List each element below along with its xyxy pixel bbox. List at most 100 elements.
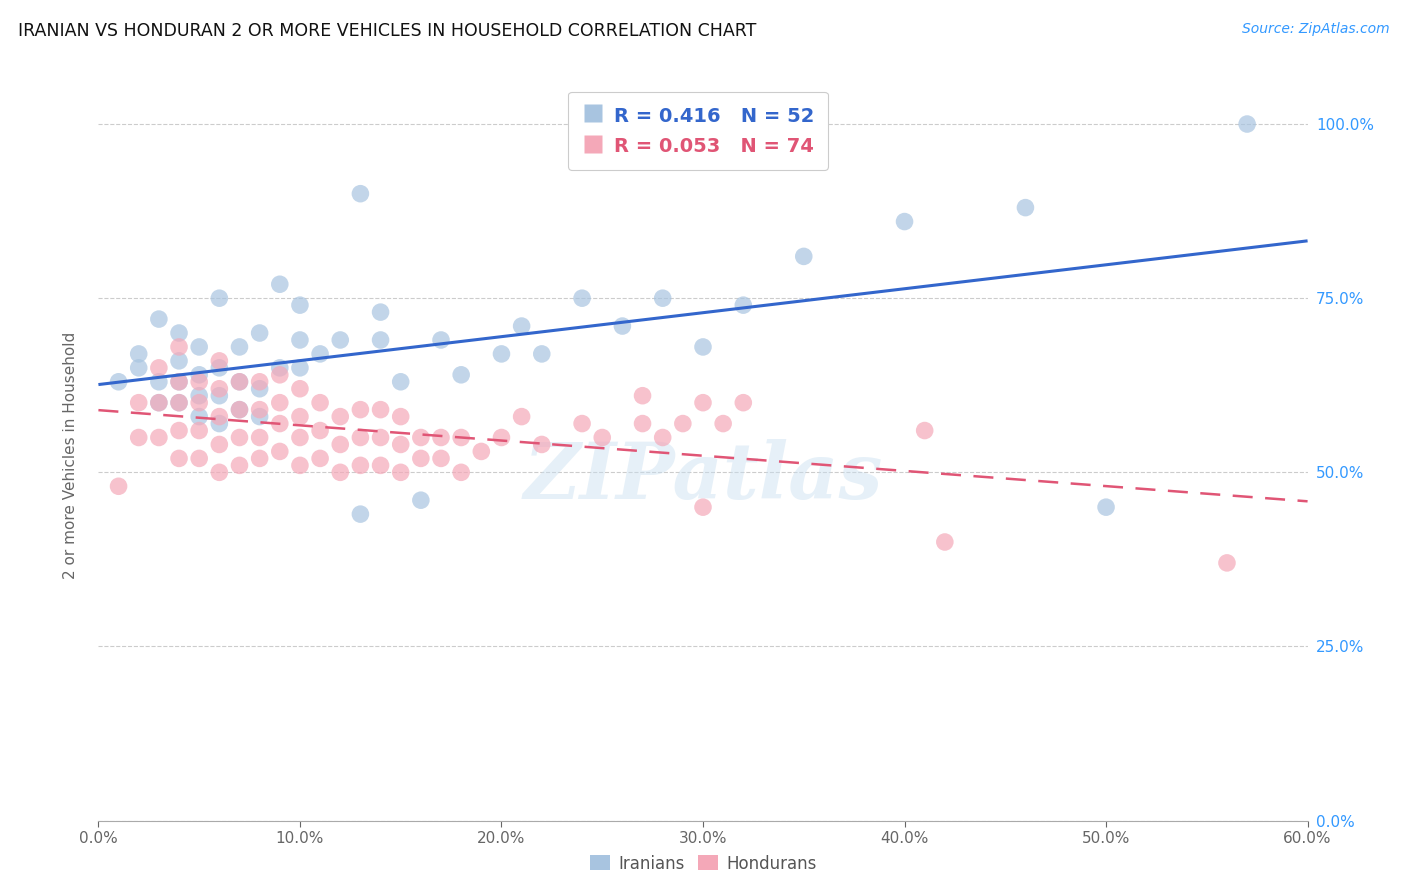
Point	[148, 430, 170, 444]
Point	[249, 409, 271, 424]
Point	[148, 395, 170, 409]
Point	[249, 451, 271, 466]
Point	[491, 430, 513, 444]
Point	[309, 347, 332, 361]
Point	[409, 430, 432, 444]
Point	[349, 430, 371, 444]
Point	[309, 395, 332, 409]
Point	[370, 305, 392, 319]
Point	[208, 382, 231, 396]
Point	[288, 298, 311, 312]
Point	[934, 535, 956, 549]
Point	[167, 395, 190, 409]
Point	[733, 395, 755, 409]
Point	[269, 444, 291, 458]
Point	[1014, 201, 1036, 215]
Point	[188, 424, 211, 438]
Point	[370, 333, 392, 347]
Point	[651, 291, 673, 305]
Point	[370, 402, 392, 417]
Point	[228, 402, 250, 417]
Point	[188, 340, 211, 354]
Point	[389, 409, 412, 424]
Point	[128, 430, 150, 444]
Point	[228, 375, 250, 389]
Point	[450, 430, 472, 444]
Point	[249, 382, 271, 396]
Point	[711, 417, 734, 431]
Point	[631, 389, 654, 403]
Point	[269, 368, 291, 382]
Point	[228, 458, 250, 473]
Point	[733, 298, 755, 312]
Point	[409, 451, 432, 466]
Point	[470, 444, 492, 458]
Point	[612, 319, 634, 334]
Point	[692, 340, 714, 354]
Point	[591, 430, 613, 444]
Point	[228, 402, 250, 417]
Point	[692, 500, 714, 515]
Point	[349, 507, 371, 521]
Point	[228, 375, 250, 389]
Point	[288, 360, 311, 375]
Point	[329, 437, 352, 451]
Point	[349, 186, 371, 201]
Point	[188, 368, 211, 382]
Point	[269, 395, 291, 409]
Point	[651, 430, 673, 444]
Point	[793, 249, 815, 263]
Point	[148, 360, 170, 375]
Point	[1216, 556, 1239, 570]
Point	[430, 333, 453, 347]
Point	[167, 395, 190, 409]
Point	[208, 354, 231, 368]
Point	[148, 375, 170, 389]
Point	[631, 417, 654, 431]
Point	[309, 451, 332, 466]
Point	[530, 437, 553, 451]
Point	[188, 409, 211, 424]
Text: IRANIAN VS HONDURAN 2 OR MORE VEHICLES IN HOUSEHOLD CORRELATION CHART: IRANIAN VS HONDURAN 2 OR MORE VEHICLES I…	[18, 22, 756, 40]
Point	[1236, 117, 1258, 131]
Point	[188, 395, 211, 409]
Point	[128, 360, 150, 375]
Point	[914, 424, 936, 438]
Point	[208, 417, 231, 431]
Point	[249, 402, 271, 417]
Point	[370, 458, 392, 473]
Point	[188, 389, 211, 403]
Point	[288, 409, 311, 424]
Point	[128, 347, 150, 361]
Legend: Iranians, Hondurans: Iranians, Hondurans	[583, 848, 823, 880]
Point	[228, 340, 250, 354]
Point	[510, 319, 533, 334]
Point	[288, 458, 311, 473]
Point	[249, 326, 271, 340]
Point	[208, 389, 231, 403]
Text: Source: ZipAtlas.com: Source: ZipAtlas.com	[1241, 22, 1389, 37]
Point	[450, 466, 472, 480]
Point	[571, 291, 593, 305]
Text: ZIPatlas: ZIPatlas	[523, 439, 883, 515]
Point	[269, 417, 291, 431]
Point	[510, 409, 533, 424]
Point	[329, 466, 352, 480]
Point	[208, 466, 231, 480]
Point	[208, 437, 231, 451]
Point	[288, 333, 311, 347]
Point	[269, 277, 291, 292]
Point	[450, 368, 472, 382]
Legend: R = 0.416   N = 52, R = 0.053   N = 74: R = 0.416 N = 52, R = 0.053 N = 74	[568, 92, 828, 169]
Point	[491, 347, 513, 361]
Point	[167, 326, 190, 340]
Point	[128, 395, 150, 409]
Y-axis label: 2 or more Vehicles in Household: 2 or more Vehicles in Household	[63, 331, 77, 579]
Point	[1095, 500, 1118, 515]
Point	[288, 382, 311, 396]
Point	[188, 375, 211, 389]
Point	[107, 375, 129, 389]
Point	[571, 417, 593, 431]
Point	[167, 451, 190, 466]
Point	[329, 409, 352, 424]
